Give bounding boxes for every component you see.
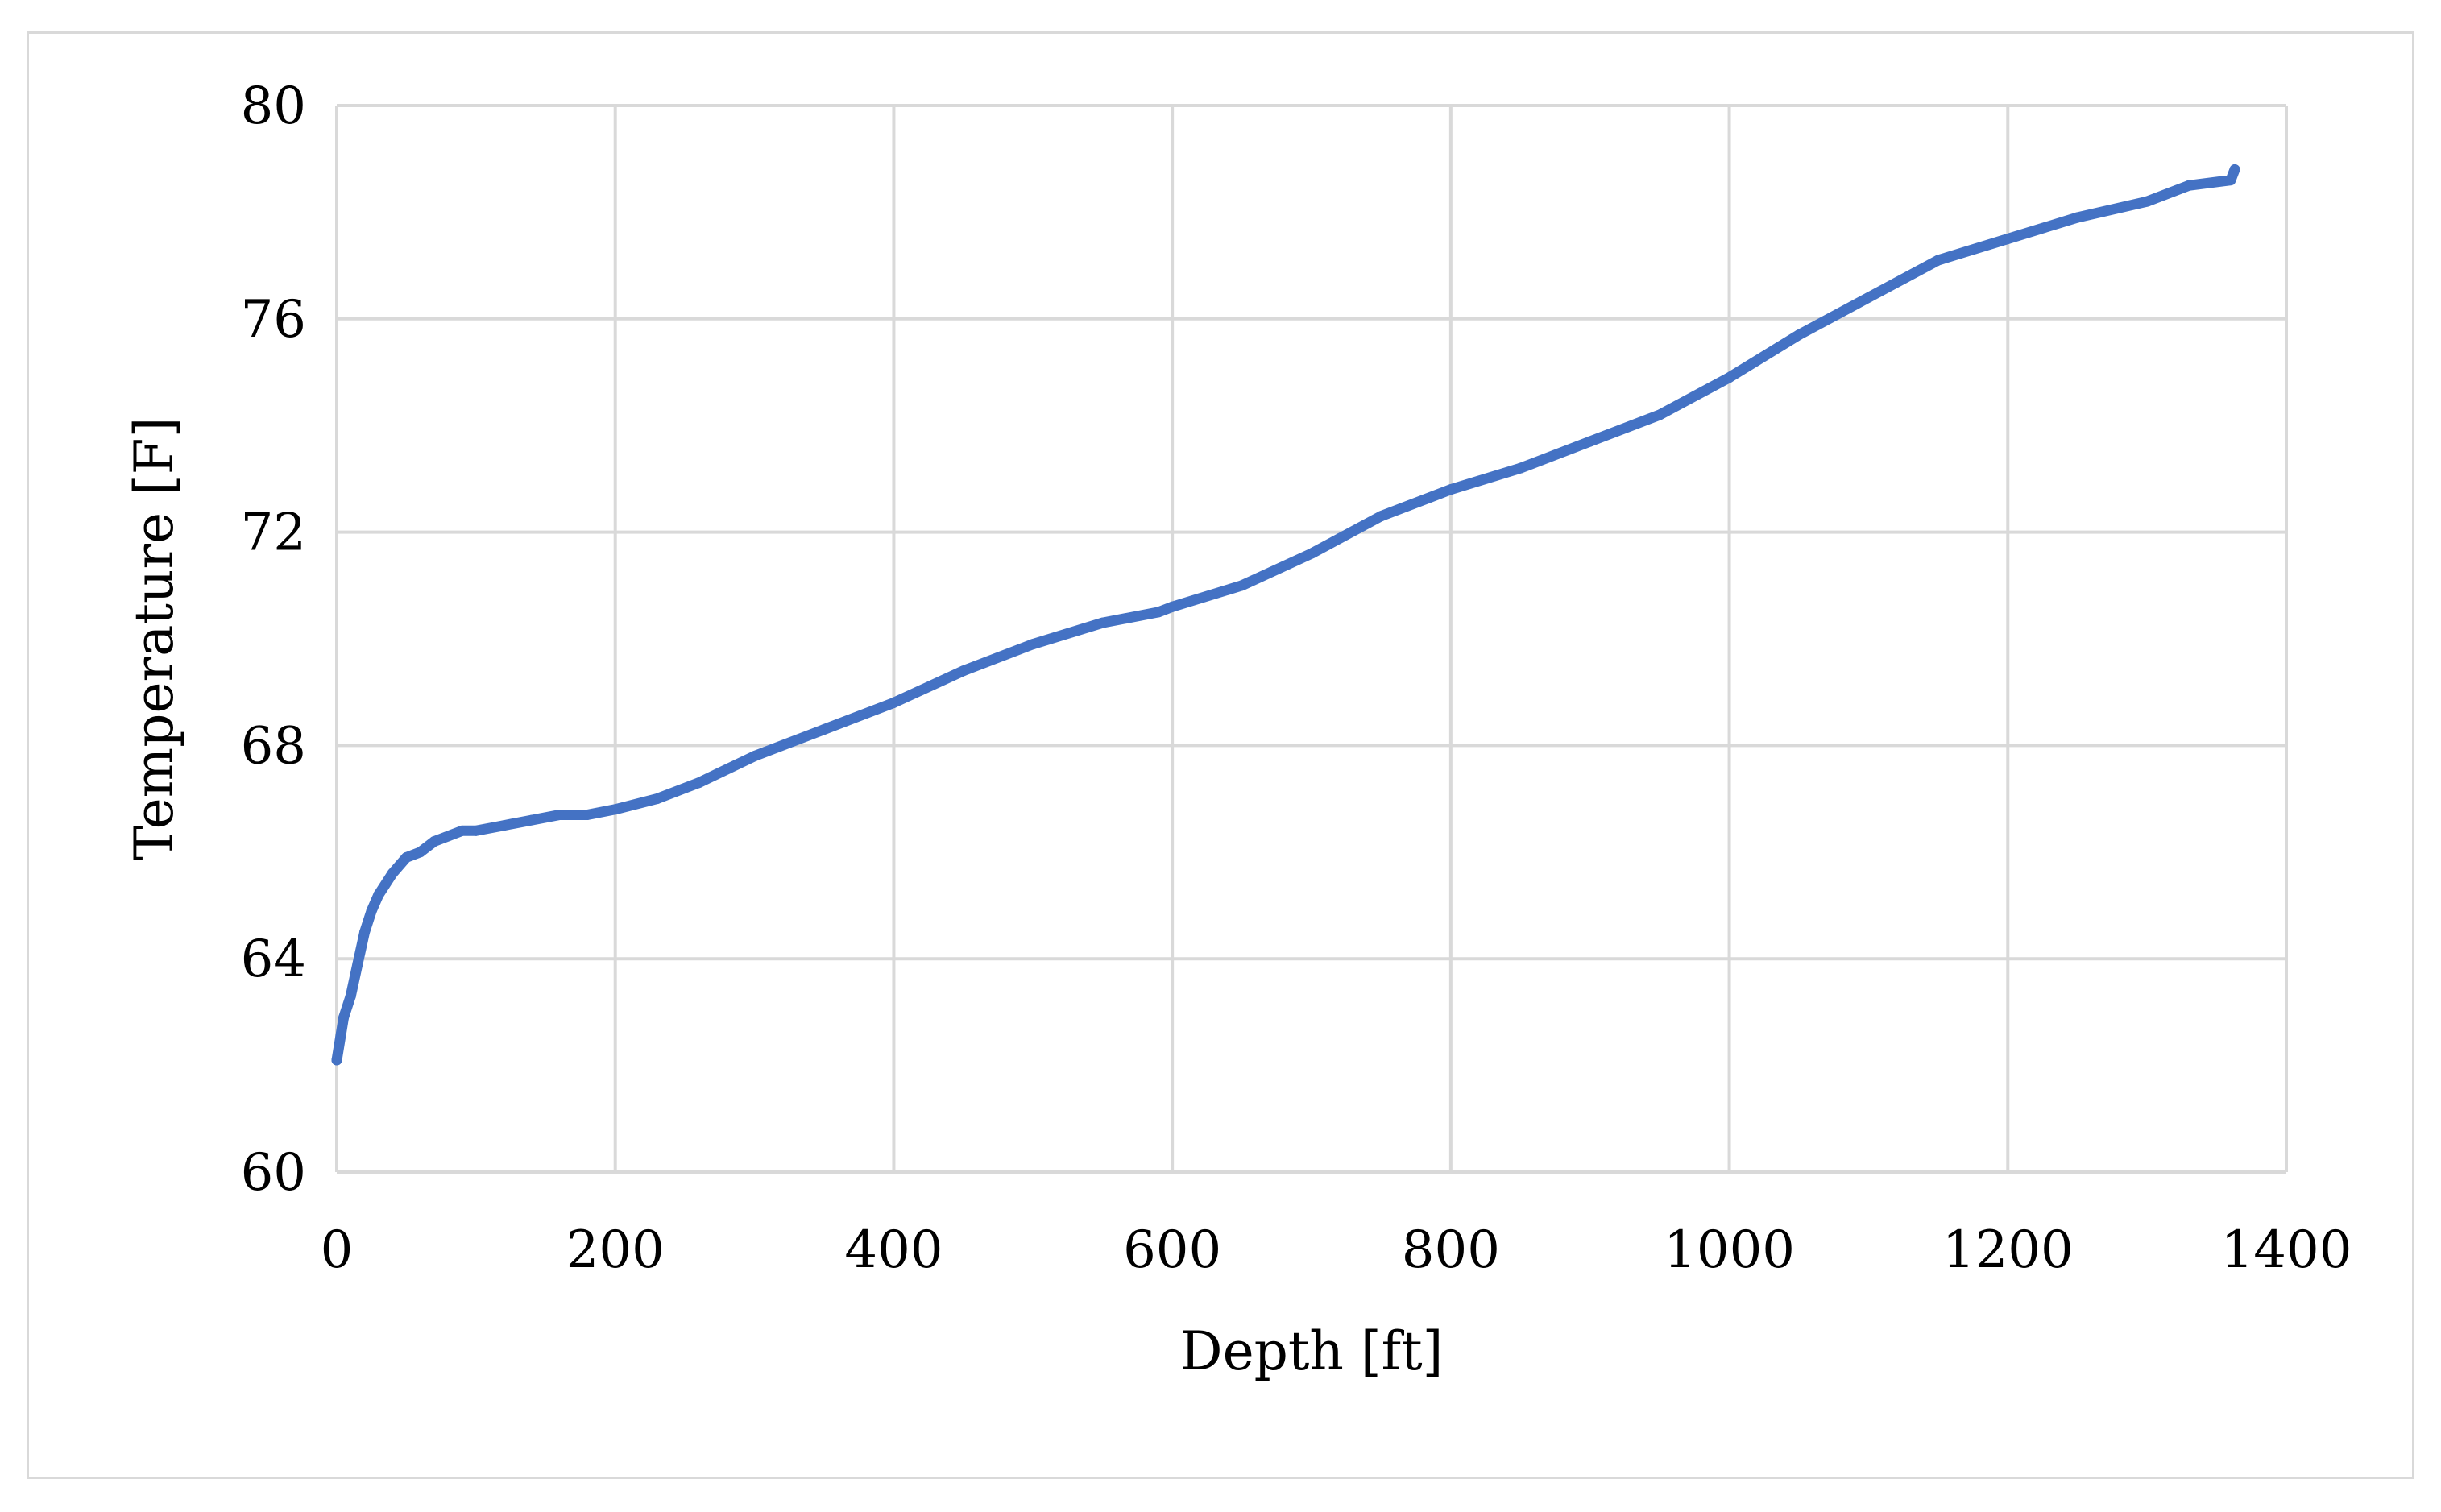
y-axis-title: Temperature [F] bbox=[123, 417, 185, 861]
data-point bbox=[1445, 484, 1457, 495]
data-point bbox=[819, 724, 830, 735]
data-point bbox=[888, 697, 899, 708]
x-tick-label: 600 bbox=[1123, 1220, 1221, 1280]
y-tick-label: 72 bbox=[241, 503, 306, 563]
x-tick-label: 1000 bbox=[1664, 1220, 1795, 1280]
data-point bbox=[582, 809, 593, 820]
data-point bbox=[1306, 548, 1317, 559]
data-point bbox=[749, 751, 760, 762]
series-layer bbox=[331, 164, 2240, 1066]
data-point bbox=[2072, 212, 2083, 223]
chart-frame: 60 64 68 72 76 80 0 200 400 600 800 1000 1200 1400 De… bbox=[27, 31, 2414, 1479]
x-tick-label: 1200 bbox=[1942, 1220, 2074, 1280]
grid-layer bbox=[335, 104, 2288, 1174]
data-point bbox=[498, 820, 509, 831]
data-point bbox=[1153, 607, 1164, 618]
data-point bbox=[400, 851, 412, 863]
y-tick-label: 64 bbox=[241, 930, 306, 989]
x-tick-label: 1400 bbox=[2221, 1220, 2352, 1280]
data-point bbox=[429, 836, 440, 847]
data-point bbox=[1585, 436, 1596, 447]
data-point bbox=[693, 777, 704, 789]
data-point bbox=[1933, 255, 1944, 266]
data-point bbox=[1863, 292, 1874, 303]
data-point bbox=[610, 804, 621, 815]
data-point bbox=[1724, 372, 1735, 383]
data-point bbox=[2225, 175, 2236, 186]
data-point bbox=[1027, 639, 1038, 650]
data-point bbox=[345, 991, 356, 1002]
x-tick-label: 0 bbox=[321, 1220, 354, 1280]
data-point bbox=[2002, 234, 2013, 244]
data-point bbox=[652, 793, 663, 805]
y-tick-label: 68 bbox=[241, 716, 306, 776]
data-point bbox=[338, 1012, 350, 1023]
data-point bbox=[1237, 580, 1248, 591]
data-point bbox=[1793, 329, 1805, 341]
data-point bbox=[1097, 617, 1109, 628]
data-point bbox=[359, 926, 371, 938]
data-point bbox=[958, 665, 969, 677]
axes-layer bbox=[335, 106, 2286, 1174]
data-point bbox=[2229, 164, 2240, 175]
data-point bbox=[387, 868, 398, 879]
data-point bbox=[457, 825, 468, 836]
data-point bbox=[366, 905, 377, 917]
data-point bbox=[1375, 511, 1386, 522]
data-point bbox=[2141, 196, 2153, 207]
series-line bbox=[331, 164, 2240, 1066]
data-point bbox=[1515, 462, 1526, 474]
data-point bbox=[352, 959, 363, 970]
x-tick-label: 800 bbox=[1402, 1220, 1500, 1280]
x-tick-label: 400 bbox=[844, 1220, 943, 1280]
data-point bbox=[1167, 601, 1178, 612]
data-point bbox=[2183, 180, 2194, 191]
data-point bbox=[373, 889, 384, 901]
data-point bbox=[1654, 409, 1665, 420]
y-tick-label: 76 bbox=[241, 290, 306, 350]
data-point bbox=[554, 809, 566, 820]
x-axis-title: Depth [ft] bbox=[1180, 1320, 1444, 1382]
data-point bbox=[442, 831, 454, 842]
data-point bbox=[415, 847, 426, 858]
y-tick-label: 60 bbox=[241, 1143, 306, 1203]
data-point bbox=[331, 1054, 342, 1066]
data-point bbox=[526, 814, 537, 826]
y-tick-label: 80 bbox=[241, 77, 306, 136]
x-tick-label: 200 bbox=[566, 1220, 665, 1280]
data-point bbox=[470, 825, 482, 836]
